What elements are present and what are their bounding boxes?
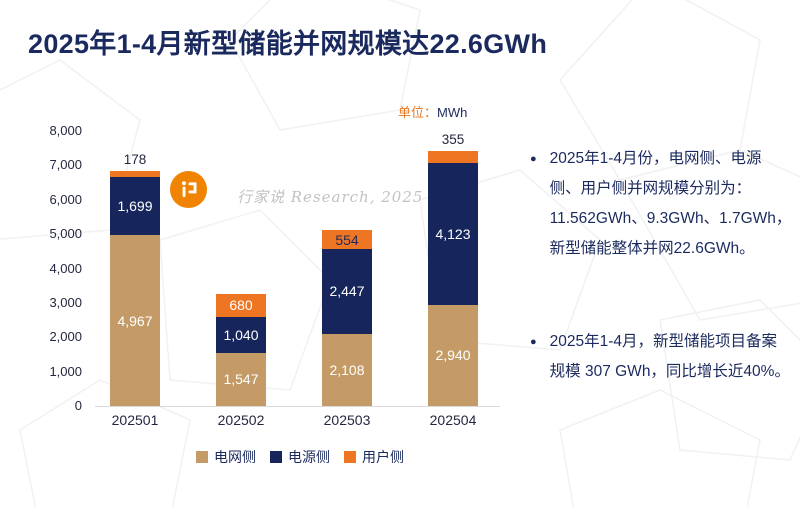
y-tick-label: 8,000 [49, 123, 82, 138]
segment-value-label: 4,967 [117, 312, 153, 329]
segment-value-label: 680 [229, 297, 253, 314]
bar-segment: 2,108 [322, 333, 372, 406]
x-tick-label: 202504 [429, 412, 477, 428]
segment-value-label: 2,940 [435, 347, 471, 364]
bar-top-value-label: 178 [123, 151, 147, 167]
insight-text: 2025年1-4月份，电网侧、电源侧、用户侧并网规模分别为：11.562GWh、… [549, 150, 792, 257]
x-tick-label: 202502 [217, 412, 265, 428]
insight-item: ● 2025年1-4月，新型储能项目备案规模 307 GWh，同比增长近40%。 [530, 327, 792, 387]
y-tick-label: 1,000 [49, 363, 82, 379]
y-tick-label: 3,000 [49, 294, 82, 310]
segment-value-label: 4,123 [435, 226, 471, 243]
bar-segment [428, 151, 478, 164]
bar-segment: 2,447 [322, 249, 372, 334]
bar-segment: 554 [322, 230, 372, 250]
stacked-bar: 4,967 1,699 178 [110, 152, 160, 406]
legend-swatch [270, 451, 282, 463]
bar-segment: 1,699 [110, 176, 160, 236]
plot-area: 4,967 1,699 178 1,547 1,040 680 2,108 2,447 554 2… [95, 131, 505, 406]
legend-swatch [344, 451, 356, 463]
bar-segment: 1,547 [216, 352, 266, 406]
legend-swatch [196, 451, 208, 463]
stacked-bar: 2,108 2,447 554 [322, 230, 372, 406]
bar-segment: 4,123 [428, 163, 478, 305]
x-tick-label: 202503 [323, 412, 371, 428]
speech-bubble-glyph [181, 180, 196, 197]
bar-segment: 4,967 [110, 235, 160, 406]
hangjiashuo-logo-icon [170, 171, 207, 208]
stacked-bar: 1,547 1,040 680 [216, 293, 266, 406]
bullet-icon: ● [530, 336, 537, 348]
unit-label: 单位：MWh [398, 102, 467, 121]
insight-item: ● 2025年1-4月份，电网侧、电源侧、用户侧并网规模分别为：11.562GW… [530, 144, 792, 264]
segment-value-label: 1,547 [223, 371, 259, 388]
y-axis: 0 1,000 2,000 3,000 4,000 5,000 6,000 7,000 8,00… [28, 123, 82, 413]
bar-segment: 680 [216, 293, 266, 318]
bar-top-value-label: 355 [441, 132, 465, 148]
segment-value-label: 554 [335, 231, 359, 248]
bar-segment: 2,940 [428, 304, 478, 406]
y-tick-label: 5,000 [49, 226, 82, 242]
y-tick-label: 7,000 [49, 157, 82, 173]
y-tick-label: 4,000 [49, 260, 82, 276]
y-tick-label: 0 [74, 398, 82, 413]
segment-value-label: 1,040 [223, 326, 259, 343]
chart-legend: 电网侧 电源侧 用户侧 [95, 447, 505, 467]
bar-segment: 1,040 [216, 317, 266, 353]
legend-label: 电源侧 [288, 449, 330, 465]
insight-text: 2025年1-4月，新型储能项目备案规模 307 GWh，同比增长近40%。 [549, 333, 790, 380]
legend-item: 电网侧 [196, 447, 256, 467]
legend-item: 电源侧 [270, 447, 330, 467]
legend-item: 用户侧 [344, 447, 404, 467]
segment-value-label: 2,108 [329, 361, 365, 378]
legend-label: 用户侧 [362, 449, 404, 465]
x-axis: 202501 202502 202503 202504 [95, 412, 505, 432]
y-tick-label: 2,000 [49, 329, 82, 345]
unit-label-value: MWh [437, 105, 468, 120]
bullet-icon: ● [530, 153, 537, 165]
page-title: 2025年1-4月新型储能并网规模达22.6GWh [28, 29, 548, 59]
unit-label-prefix: 单位： [398, 105, 438, 120]
stacked-bar: 2,940 4,123 355 [428, 132, 478, 406]
x-tick-label: 202501 [111, 412, 159, 428]
segment-value-label: 2,447 [329, 283, 365, 300]
legend-label: 电网侧 [214, 449, 256, 465]
y-tick-label: 6,000 [49, 191, 82, 207]
watermark-text: 行家说 Research, 2025 [237, 188, 424, 206]
x-axis-line [95, 406, 500, 407]
segment-value-label: 1,699 [117, 198, 153, 215]
